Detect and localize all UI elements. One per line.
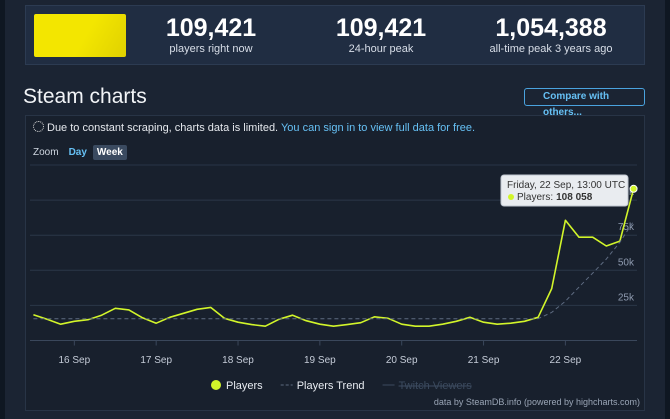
compare-button[interactable]: Compare with others... <box>524 88 645 118</box>
x-tick-label: 18 Sep <box>222 355 254 366</box>
credit: data by SteamDB.info (powered by highcha… <box>434 397 640 407</box>
notice: Due to constant scraping, charts data is… <box>33 121 475 134</box>
stat-label: all-time peak 3 years ago <box>489 43 613 55</box>
stat: 109,421 24-hour peak <box>296 13 466 55</box>
stats-bar: 109,421 players right now 109,421 24-hour … <box>25 5 645 65</box>
tooltip-value: 108 058 <box>556 192 593 203</box>
x-tick-label: 16 Sep <box>58 355 90 366</box>
y-tick-label: 25k <box>618 292 635 303</box>
section-title: Steam charts <box>23 85 147 108</box>
zoom-option[interactable]: Week <box>92 145 127 160</box>
x-tick-label: 21 Sep <box>468 355 500 366</box>
zoom-option[interactable]: Day <box>68 147 87 158</box>
x-tick-label: 19 Sep <box>304 355 336 366</box>
x-tick-label: 20 Sep <box>386 355 418 366</box>
stat: 1,054,388 all-time peak 3 years ago <box>466 13 636 55</box>
stat-label: 24-hour peak <box>348 43 414 55</box>
notice-text: Due to constant scraping, charts data is… <box>47 122 279 134</box>
y-tick-label: 50k <box>618 257 635 268</box>
x-tick-label: 22 Sep <box>550 355 582 366</box>
notice-icon <box>33 121 44 132</box>
tooltip-title: Friday, 22 Sep, 13:00 UTC <box>507 180 625 191</box>
page: 109,421 players right now 109,421 24-hour … <box>5 0 665 419</box>
stat: 109,421 players right now <box>126 13 296 55</box>
legend-label[interactable]: Twitch Viewers <box>399 380 473 392</box>
stat-value: 109,421 <box>335 14 427 42</box>
tooltip-box <box>500 174 629 207</box>
stat-label: players right now <box>169 43 253 55</box>
chart-panel <box>25 115 645 411</box>
zoom: Zoom Day Week <box>33 145 129 160</box>
legend-label[interactable]: Players <box>226 380 263 392</box>
tooltip-line: Players: 108 058 <box>517 192 593 203</box>
stat-value: 1,054,388 <box>495 14 607 42</box>
series-line <box>33 220 635 320</box>
stat-value: 109,421 <box>165 14 257 42</box>
zoom-label: Zoom <box>33 147 59 158</box>
legend-label[interactable]: Players Trend <box>297 380 365 392</box>
legend-symbol <box>211 380 221 390</box>
tooltip-label: Players: <box>517 192 553 203</box>
sign-in-link[interactable]: You can sign in to view full data for fr… <box>280 122 476 134</box>
hover-point <box>629 184 638 193</box>
x-tick-label: 17 Sep <box>140 355 172 366</box>
y-tick-label: 75k <box>618 222 635 233</box>
game-thumbnail[interactable] <box>34 14 126 57</box>
tooltip-dot <box>508 194 514 200</box>
